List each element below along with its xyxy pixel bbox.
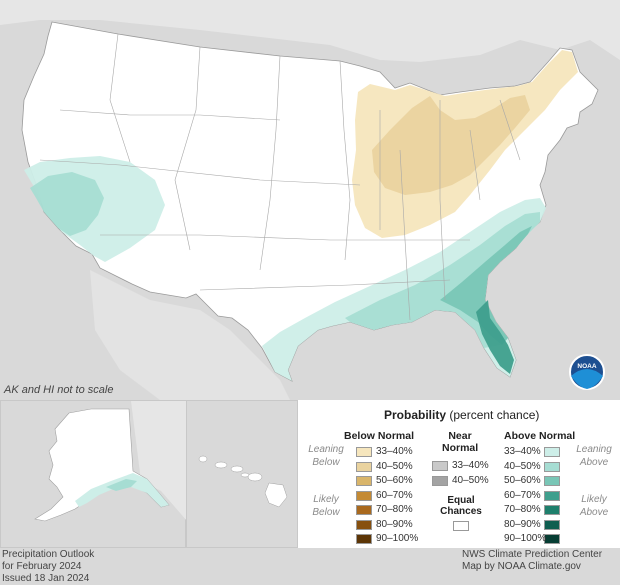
below-normal-item-swatch <box>356 505 372 515</box>
equal-chances-swatch <box>453 521 469 531</box>
above-normal-item-label: 60–70% <box>504 489 541 501</box>
below-normal-item-label: 33–40% <box>376 446 413 457</box>
above-normal-item-swatch <box>544 461 560 472</box>
scale-note: AK and HI not to scale <box>4 384 114 396</box>
hawaii-map <box>198 455 288 508</box>
below-normal-item-label: 60–70% <box>376 489 413 501</box>
state-borders <box>39 33 521 321</box>
alaska-map <box>34 401 187 522</box>
above-normal-header: Above Normal <box>504 430 576 442</box>
hawaii-islands <box>198 455 288 508</box>
alaska-inset <box>0 400 187 548</box>
below-normal-item-swatch <box>356 476 372 486</box>
below-normal-item-label: 70–80% <box>376 504 413 515</box>
above-normal-florida-60-70-area <box>476 300 514 374</box>
above-normal-item-label: 33–40% <box>504 446 541 457</box>
outlook-period: for February 2024 <box>2 561 82 572</box>
above-normal-southeast-leaning-area <box>262 198 546 381</box>
likely-above-label: Likely Above <box>579 494 609 518</box>
near-normal-item-swatch <box>432 475 448 486</box>
below-normal-item-swatch <box>356 534 372 544</box>
conus-map: NOAA <box>0 0 620 400</box>
above-normal-item-swatch <box>544 476 560 486</box>
near-normal-header-line1: Near <box>448 430 472 442</box>
below-normal-item-swatch <box>356 519 372 530</box>
noaa-logo: NOAA <box>569 354 605 390</box>
above-normal-item-label: 70–80% <box>504 504 541 515</box>
above-normal-item-label: 50–60% <box>504 475 541 486</box>
below-normal-header: Below Normal <box>344 430 415 442</box>
near-normal-item-swatch <box>432 461 448 471</box>
footer-right: NWS Climate Prediction Center Map by NOA… <box>462 549 602 573</box>
below-normal-item-swatch <box>356 461 372 472</box>
legend-title: Probability (percent chance) <box>384 408 539 422</box>
below-normal-item-swatch <box>356 490 372 501</box>
alaska-above-normal-leaning-area <box>75 473 169 507</box>
outlook-title: Precipitation Outlook <box>2 549 95 560</box>
noaa-logo-text: NOAA <box>577 363 596 370</box>
above-normal-southeast-50-60-area <box>440 226 532 345</box>
above-normal-item-label: 40–50% <box>504 460 541 472</box>
above-normal-west-40-50-area <box>30 172 104 236</box>
above-normal-item-swatch <box>544 490 560 501</box>
canada-landmass <box>0 0 620 62</box>
footer-left: Precipitation Outlook for February 2024 … <box>2 549 94 585</box>
near-normal-item-label: 40–50% <box>452 474 489 486</box>
above-normal-item-swatch <box>544 519 560 530</box>
above-normal-item-swatch <box>544 534 560 544</box>
above-normal-item-swatch <box>544 447 560 457</box>
below-normal-item-label: 40–50% <box>376 460 413 472</box>
below-normal-item-label: 90–100% <box>376 533 419 544</box>
near-normal-header: Near Normal <box>442 430 478 454</box>
legend-panel: Probability (percent chance) Below Norma… <box>298 400 620 548</box>
issue-date: Issued 18 Jan 2024 <box>2 573 90 584</box>
near-normal-header-line2: Normal <box>442 442 479 454</box>
likely-below-label: Likely Below <box>312 494 340 518</box>
source-credit: NWS Climate Prediction Center <box>462 549 603 560</box>
above-normal-item-label: 90–100% <box>504 533 547 544</box>
mexico-landmass <box>90 270 290 400</box>
below-normal-item-label: 50–60% <box>376 475 413 486</box>
above-normal-item-label: 80–90% <box>504 518 541 530</box>
equal-chances-line1: Equal <box>447 495 475 506</box>
equal-chances-label: Equal Chances <box>438 495 484 517</box>
below-normal-item-swatch <box>356 447 372 457</box>
leaning-above-label: Leaning Above <box>576 444 612 468</box>
alaska-above-normal-40-50-area <box>106 479 137 491</box>
map-credit: Map by NOAA Climate.gov <box>462 561 581 572</box>
above-normal-item-swatch <box>544 505 560 515</box>
below-normal-40-50-area <box>372 95 530 195</box>
hawaii-inset <box>186 400 298 548</box>
canada-landmass-inset <box>131 401 187 521</box>
legend-title-rest: (percent chance) <box>446 408 540 422</box>
equal-chances-line2: Chances <box>440 506 482 517</box>
leaning-below-label: Leaning Below <box>308 444 344 468</box>
below-normal-item-label: 80–90% <box>376 518 413 530</box>
legend-title-bold: Probability <box>384 408 447 422</box>
near-normal-item-label: 33–40% <box>452 460 489 471</box>
